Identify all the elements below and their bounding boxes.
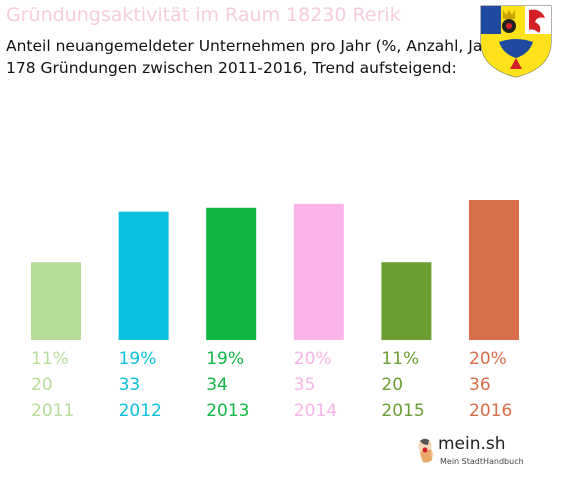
percent-label-2014: 20% bbox=[294, 349, 332, 369]
count-label-2013: 34 bbox=[206, 375, 228, 395]
count-label-2012: 33 bbox=[119, 375, 141, 395]
chart-summary: 178 Gründungen zwischen 2011-2016, Trend… bbox=[6, 59, 457, 77]
percent-label-2016: 20% bbox=[469, 349, 507, 369]
percent-label-2015: 11% bbox=[381, 349, 419, 369]
percent-label-2012: 19% bbox=[119, 349, 157, 369]
count-label-2016: 36 bbox=[469, 375, 491, 395]
bar-2016 bbox=[469, 200, 519, 340]
brand-logo[interactable]: mein.sh Mein StadtHandbuch bbox=[414, 433, 524, 473]
germany-map-icon bbox=[418, 438, 434, 463]
percent-label-2013: 19% bbox=[206, 349, 244, 369]
bar-2013 bbox=[206, 207, 257, 340]
year-label-2014: 2014 bbox=[294, 401, 337, 421]
coat-of-arms-icon bbox=[480, 5, 552, 78]
year-label-2015: 2015 bbox=[381, 401, 424, 421]
brand-name: mein.sh bbox=[438, 434, 506, 454]
year-label-2016: 2016 bbox=[469, 401, 512, 421]
count-label-2011: 20 bbox=[31, 375, 53, 395]
bar-2015 bbox=[381, 262, 432, 340]
bar-2014 bbox=[293, 203, 344, 340]
year-label-2012: 2012 bbox=[119, 401, 162, 421]
count-label-2014: 35 bbox=[294, 375, 316, 395]
bar-2011 bbox=[31, 262, 81, 340]
labels-group: 11% 20 2011 19% 33 2012 19% 34 2013 20% 35 2014 11% 2… bbox=[31, 349, 512, 421]
count-label-2015: 20 bbox=[381, 375, 403, 395]
bar-2012 bbox=[118, 211, 169, 340]
year-label-2011: 2011 bbox=[31, 401, 74, 421]
chart-title: Gründungsaktivität im Raum 18230 Rerik bbox=[6, 4, 401, 26]
year-label-2013: 2013 bbox=[206, 401, 249, 421]
bars-group bbox=[31, 200, 519, 340]
percent-label-2011: 11% bbox=[31, 349, 69, 369]
chart-subtitle: Anteil neuangemeldeter Unternehmen pro J… bbox=[6, 37, 505, 55]
brand-tagline: Mein StadtHandbuch bbox=[440, 457, 524, 466]
